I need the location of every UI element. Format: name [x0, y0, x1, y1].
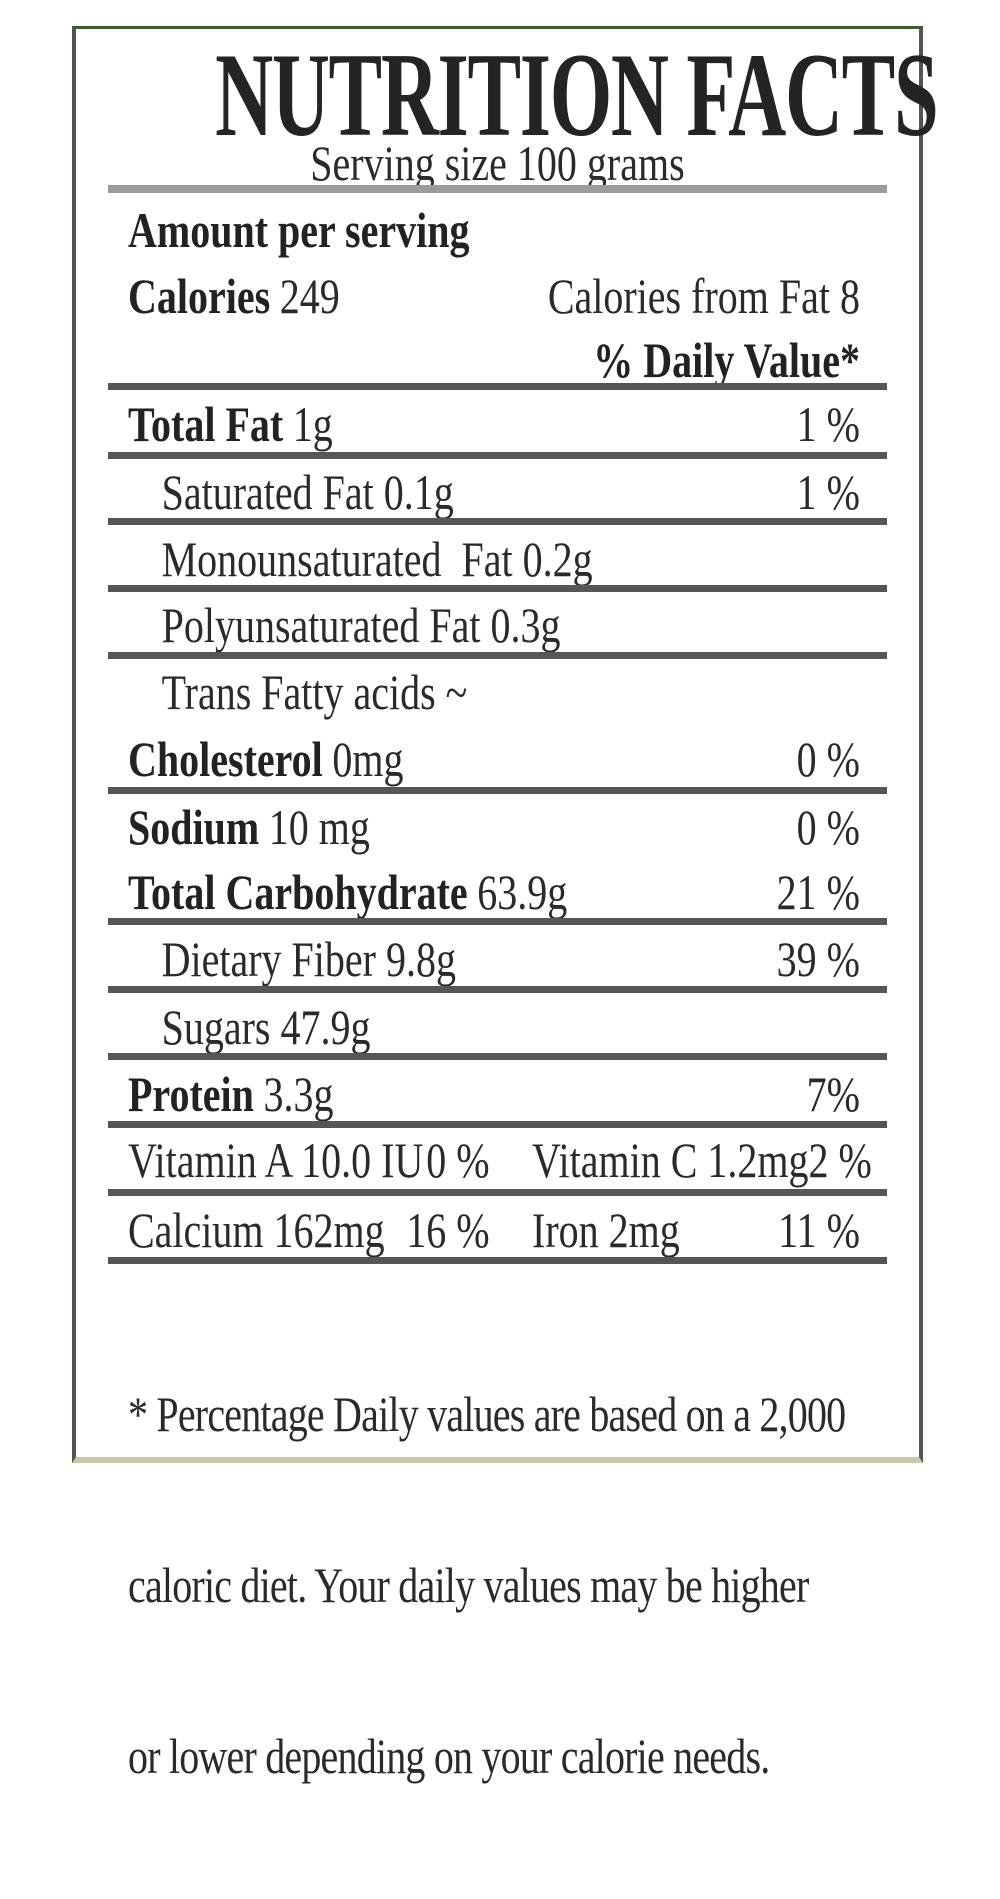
nutrient-name: Saturated Fat 0.1g	[161, 464, 454, 520]
divider	[108, 652, 887, 659]
nutrient-percent: 0 %	[796, 799, 860, 855]
nutrient-name: Monounsaturated Fat 0.2g	[161, 531, 593, 587]
nutrient-name: Total Fat	[128, 396, 284, 452]
footnote-line: caloric diet. Your daily values may be h…	[128, 1557, 809, 1613]
nutrient-name: Cholesterol	[128, 731, 323, 787]
nutrient-amount: 10 mg	[268, 799, 370, 855]
calcium-percent: 16 %	[406, 1202, 490, 1258]
nutrient-name: Total Carbohydrate	[128, 864, 468, 920]
vitamin-a-percent: 0 %	[426, 1132, 490, 1188]
divider	[108, 1257, 887, 1264]
divider	[108, 518, 887, 525]
calories-from-fat: Calories from Fat 8	[547, 268, 860, 324]
daily-value-header: % Daily Value*	[593, 332, 860, 388]
divider	[108, 383, 887, 390]
nutrient-name: Dietary Fiber 9.8g	[161, 931, 456, 987]
nutrient-name: Trans Fatty acids ~	[161, 664, 468, 720]
nutrient-name: Polyunsaturated Fat 0.3g	[161, 597, 561, 653]
amount-per-serving-row: Amount per serving	[128, 205, 860, 255]
total-carbohydrate-row: Total Carbohydrate 63.9g 21 %	[128, 867, 860, 917]
nutrient-percent: 1 %	[796, 464, 860, 520]
iron-label: Iron 2mg	[532, 1202, 680, 1258]
vitamin-c-label: Vitamin C 1.2mg	[532, 1132, 809, 1188]
footnote-line: * Percentage Daily values are based on a…	[128, 1386, 846, 1442]
nutrient-amount: 1g	[292, 396, 333, 452]
divider	[108, 585, 887, 592]
calories-row: Calories 249 Calories from Fat 8	[128, 271, 860, 321]
nutrient-percent: 0 %	[796, 731, 860, 787]
nutrient-percent: 21 %	[776, 864, 860, 920]
dietary-fiber-row: Dietary Fiber 9.8g 39 %	[128, 934, 860, 984]
nutrient-percent: 39 %	[776, 931, 860, 987]
divider	[108, 1189, 887, 1196]
saturated-fat-row: Saturated Fat 0.1g 1 %	[128, 467, 860, 517]
vitamin-row: Vitamin A 10.0 IU 0 % Vitamin C 1.2mg 2 …	[128, 1132, 872, 1188]
amount-per-serving-label: Amount per serving	[128, 202, 470, 258]
divider	[108, 452, 887, 459]
nutrient-name: Protein	[128, 1066, 254, 1122]
nutrient-amount: 3.3g	[263, 1066, 334, 1122]
nutrient-percent: 7%	[806, 1066, 860, 1122]
sugars-row: Sugars 47.9g	[128, 1002, 860, 1052]
nutrient-name: Sodium	[128, 799, 260, 855]
cholesterol-row: Cholesterol 0mg 0 %	[128, 734, 860, 784]
label-title: NUTRITION FACTS	[215, 28, 939, 161]
vitamin-c-percent: 2 %	[808, 1132, 872, 1188]
polyunsaturated-fat-row: Polyunsaturated Fat 0.3g	[128, 600, 860, 650]
nutrient-amount: 0mg	[332, 731, 404, 787]
mineral-row: Calcium 162mg 16 % Iron 2mg 11 %	[128, 1205, 860, 1255]
divider	[108, 918, 887, 925]
nutrient-percent: 1 %	[796, 396, 860, 452]
nutrient-amount: 63.9g	[477, 864, 568, 920]
divider-serving	[108, 185, 887, 193]
daily-value-header-row: % Daily Value*	[128, 335, 860, 385]
divider	[108, 787, 887, 794]
nutrient-name: Sugars 47.9g	[161, 999, 371, 1055]
calcium-label: Calcium 162mg	[128, 1202, 385, 1258]
divider	[108, 1121, 887, 1128]
iron-percent: 11 %	[778, 1202, 860, 1258]
serving-size-text: Serving size 100 grams	[310, 135, 685, 191]
calories-label: Calories	[128, 268, 271, 324]
monounsaturated-fat-row: Monounsaturated Fat 0.2g	[128, 534, 860, 584]
footnote-line: or lower depending on your calorie needs…	[128, 1728, 770, 1784]
trans-fat-row: Trans Fatty acids ~	[128, 667, 860, 717]
vitamin-a-label: Vitamin A 10.0 IU	[128, 1132, 424, 1188]
total-fat-row: Total Fat 1g 1 %	[128, 399, 860, 449]
calories-value: 249	[279, 268, 340, 324]
nutrition-facts-label: NUTRITION FACTS Serving size 100 grams A…	[72, 26, 939, 1784]
protein-row: Protein 3.3g 7%	[128, 1069, 860, 1119]
sodium-row: Sodium 10 mg 0 %	[128, 802, 860, 852]
divider	[108, 986, 887, 993]
divider	[108, 1053, 887, 1060]
footnote: * Percentage Daily values are based on a…	[128, 1272, 860, 1899]
